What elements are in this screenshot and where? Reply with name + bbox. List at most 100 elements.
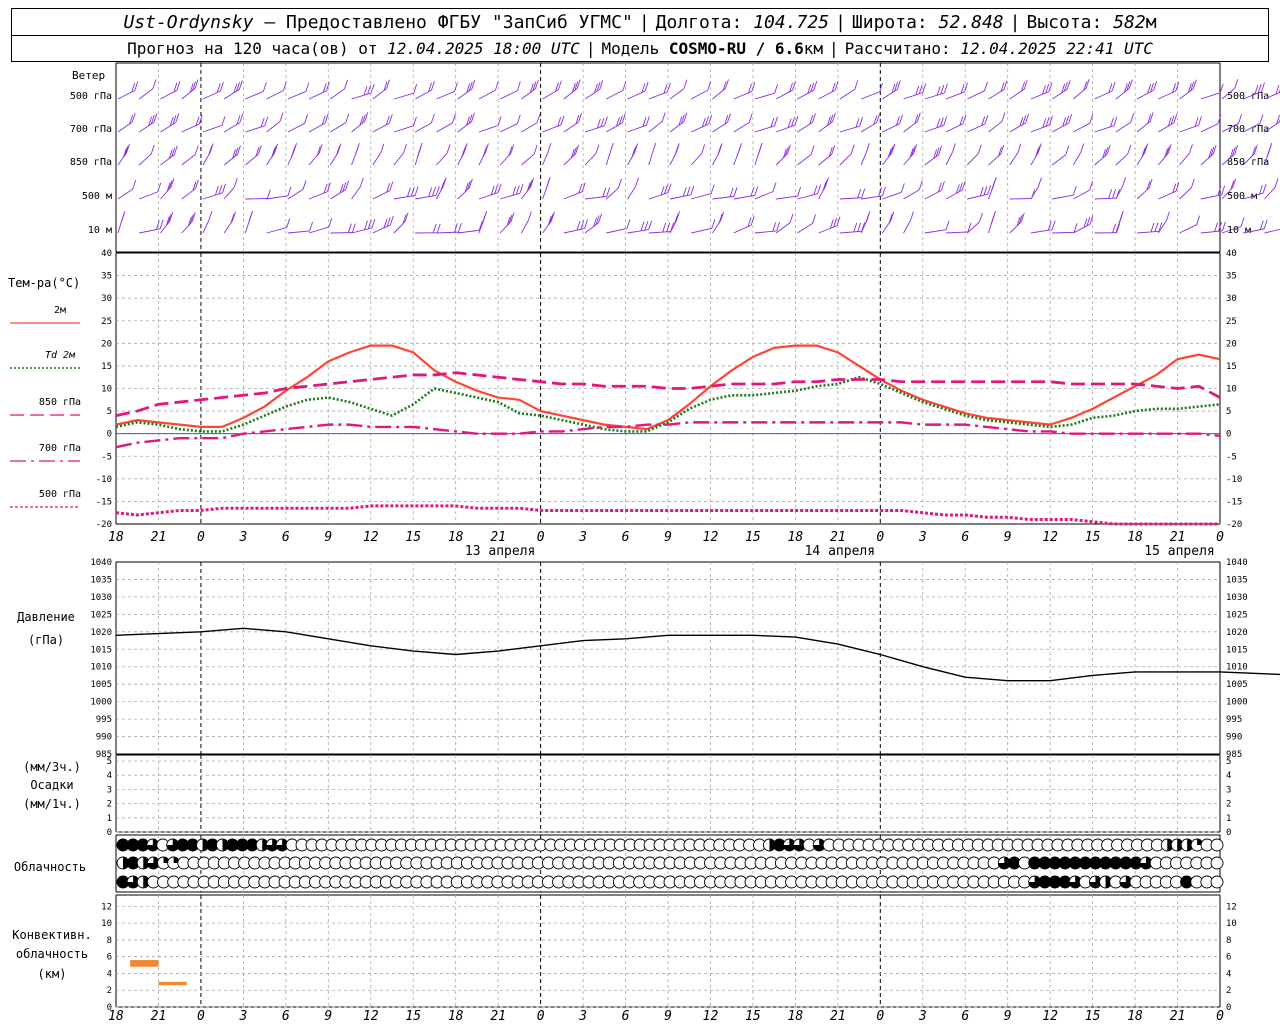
temp-axis-hour-label: 21 — [151, 530, 167, 545]
pressure-ylabel: Давление — [17, 610, 75, 624]
bottom-axis-hour-label: 0 — [197, 1009, 205, 1024]
wind-barb-feather — [383, 218, 388, 229]
wind-barb-shaft — [775, 124, 796, 133]
wind-barb-shaft — [627, 186, 636, 200]
wind-barb-feather — [1089, 114, 1094, 124]
header-station-row: Ust-Ordynsky – Предоставлено ФГБУ "ЗапСи… — [11, 8, 1269, 36]
temp-axis-hour-label: 6 — [961, 530, 969, 545]
wind-barb-feather — [1170, 115, 1175, 125]
wind-barb-feather — [757, 145, 762, 155]
wind-barb-feather — [257, 145, 262, 155]
wind-barb-feather — [367, 84, 372, 95]
wind-barb-feather — [1045, 83, 1050, 94]
wind-barb-feather — [718, 213, 723, 224]
bottom-axis-hour-label: 18 — [788, 1009, 804, 1024]
wind-barb-feather — [287, 186, 292, 196]
wind-barb-feather — [618, 115, 623, 125]
wind-barb-feather — [943, 116, 948, 126]
temp-axis-hour-label: 21 — [490, 530, 506, 545]
cloud-symbol-fill — [1008, 857, 1021, 869]
wind-barb-feather — [1001, 112, 1006, 122]
wind-barb-shaft — [266, 195, 289, 200]
wind-barb-feather — [169, 211, 174, 222]
wind-barb-feather — [1165, 146, 1170, 156]
bottom-axis-hour-label: 3 — [238, 1009, 247, 1024]
wind-barb-feather — [896, 116, 900, 126]
altitude-value: 582 — [1113, 11, 1146, 33]
wind-barb-feather — [1232, 178, 1237, 188]
wind-barb-feather — [640, 221, 645, 231]
wind-barb-shaft — [945, 91, 965, 100]
wind-barb-feather — [575, 144, 580, 154]
wind-barb-feather — [1128, 79, 1133, 89]
wind-barb-shaft — [287, 230, 310, 234]
wind-barb-feather — [667, 183, 672, 193]
wind-barb-feather — [167, 214, 172, 224]
bottom-axis-hour-label: 3 — [578, 1009, 587, 1024]
temp-tick-right: 5 — [1226, 407, 1231, 417]
wind-barb-shaft — [436, 91, 455, 100]
wind-barb-feather — [774, 116, 778, 127]
wind-barb-feather — [962, 114, 967, 124]
wind-barb-shaft — [839, 88, 856, 100]
wind-barb-feather — [148, 116, 153, 126]
wind-barb-feather — [1144, 143, 1149, 153]
precip-tick-left: 2 — [107, 800, 112, 810]
wind-barb-feather — [711, 219, 716, 229]
wind-barb-feather — [609, 142, 614, 153]
wind-barb-shaft — [754, 92, 775, 100]
bottom-axis-hour-label: 18 — [448, 1009, 464, 1024]
wind-barb-feather — [198, 114, 203, 125]
pressure-tick-left: 1040 — [90, 558, 112, 568]
cloud-symbol-fill — [1038, 857, 1051, 869]
temp-legend-label-2: 850 гПа — [39, 397, 81, 408]
wind-barb-feather — [291, 147, 295, 158]
wind-barb-feather — [510, 212, 515, 222]
wind-barb-feather — [536, 113, 541, 123]
wind-barb-feather — [468, 81, 473, 91]
wind-barb-feather — [945, 220, 950, 230]
wind-barb-shaft — [967, 193, 988, 200]
wind-barb-feather — [440, 181, 445, 192]
wind-barb-feather — [325, 81, 330, 91]
wind-barb-shaft — [945, 152, 953, 166]
wind-barb-feather — [725, 79, 729, 89]
model-unit: км — [803, 39, 824, 58]
cloud-symbol-fill — [276, 839, 289, 852]
precip-ylabel-3h: (мм/3ч.) — [23, 760, 81, 774]
wind-barb-feather — [1042, 85, 1046, 95]
temp-axis-hour-label: 21 — [830, 530, 846, 545]
wind-barb-shaft — [351, 92, 372, 100]
wind-barb-feather — [264, 116, 269, 126]
wind-barb-shaft — [1030, 186, 1039, 200]
wind-barb-feather — [833, 217, 838, 228]
wind-barb-shaft — [1115, 121, 1131, 133]
precip-tick-right: 3 — [1226, 785, 1231, 795]
wind-barb-shaft — [967, 123, 986, 133]
wind-barb-feather — [173, 145, 178, 155]
convective-tick-left: 10 — [101, 919, 112, 929]
precip-tick-right: 4 — [1226, 771, 1231, 781]
convective-tick-left: 0 — [107, 1003, 112, 1013]
wind-barb-feather — [792, 81, 796, 91]
wind-barb-shaft — [1072, 152, 1082, 166]
wind-barb-feather — [1089, 180, 1094, 191]
wind-barb-shaft — [903, 220, 911, 234]
wind-barb-feather — [321, 115, 326, 125]
wind-barb-feather — [529, 83, 534, 93]
wind-barb-feather — [891, 83, 896, 94]
wind-barb-feather — [600, 117, 605, 128]
wind-barb-feather — [887, 148, 892, 158]
precip-tick-right: 5 — [1226, 757, 1231, 767]
wind-barb-feather — [967, 222, 972, 233]
wind-barb-feather — [595, 215, 600, 225]
wind-barb-feather — [526, 182, 531, 192]
temp-tick-left: 10 — [101, 385, 112, 395]
cloud-symbol-fill — [1119, 857, 1132, 869]
wind-level-left-2: 850 гПа — [70, 157, 112, 168]
wind-barb-feather — [648, 220, 653, 230]
wind-barb-feather — [678, 116, 683, 126]
wind-barb-feather — [987, 185, 992, 195]
wind-barb-shaft — [648, 121, 663, 133]
wind-barb-feather — [557, 116, 562, 127]
